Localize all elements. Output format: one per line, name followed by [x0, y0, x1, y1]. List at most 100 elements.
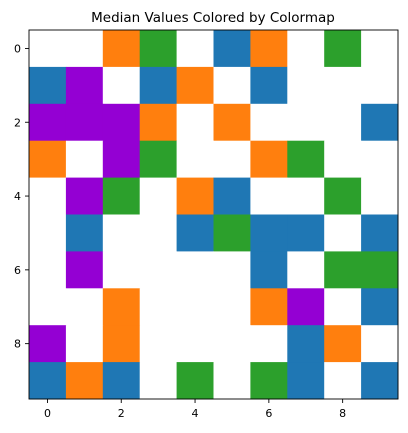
- y-tick-label-0: 0: [14, 42, 21, 55]
- heatmap-cell-r2-c9: [361, 103, 399, 142]
- heatmap-cell-r1-c4: [176, 66, 214, 105]
- heatmap-cell-r8-c5: [213, 325, 251, 363]
- heatmap-cell-r7-c3: [139, 288, 177, 326]
- heatmap-cell-r9-c0: [29, 362, 67, 400]
- heatmap-cell-r0-c1: [65, 30, 104, 68]
- heatmap-cell-r5-c6: [250, 214, 288, 252]
- heatmap-cell-r7-c2: [102, 288, 141, 326]
- heatmap-cell-r2-c3: [139, 103, 177, 142]
- heatmap-cell-r8-c6: [250, 325, 288, 363]
- heatmap-cell-r8-c3: [139, 325, 177, 363]
- heatmap-cell-r9-c1: [65, 362, 104, 400]
- heatmap-cell-r7-c0: [29, 288, 67, 326]
- y-tick-label-4: 4: [14, 190, 21, 203]
- heatmap-cell-r6-c6: [250, 251, 288, 289]
- x-tick-label-2: 2: [118, 407, 125, 420]
- heatmap-cell-r6-c0: [29, 251, 67, 289]
- heatmap-cell-r5-c9: [361, 214, 399, 252]
- heatmap-cell-r4-c1: [65, 177, 104, 215]
- heatmap-cell-r9-c7: [287, 362, 325, 400]
- heatmap-cell-r6-c7: [287, 251, 325, 289]
- heatmap-cell-r4-c4: [176, 177, 214, 215]
- heatmap-cell-r9-c8: [324, 362, 362, 400]
- heatmap-cell-r8-c4: [176, 325, 214, 363]
- heatmap-cell-r6-c3: [139, 251, 177, 289]
- heatmap-cell-r4-c9: [361, 177, 399, 215]
- heatmap-cell-r3-c9: [361, 140, 399, 178]
- heatmap-cell-r3-c4: [176, 140, 214, 178]
- heatmap-cell-r2-c5: [213, 103, 251, 142]
- heatmap-cell-r8-c1: [65, 325, 104, 363]
- heatmap-cell-r4-c7: [287, 177, 325, 215]
- heatmap-cell-r7-c8: [324, 288, 362, 326]
- heatmap-cell-r8-c0: [29, 325, 67, 363]
- heatmap-cell-r4-c6: [250, 177, 288, 215]
- heatmap-cell-r3-c5: [213, 140, 251, 178]
- heatmap-cell-r5-c8: [324, 214, 362, 252]
- heatmap-cell-r3-c7: [287, 140, 325, 178]
- heatmap-cell-r1-c3: [139, 66, 177, 105]
- heatmap-cell-r0-c2: [102, 30, 141, 68]
- heatmap-cell-r2-c2: [102, 103, 141, 142]
- heatmap-cell-r2-c8: [324, 103, 362, 142]
- heatmap-cell-r4-c0: [29, 177, 67, 215]
- heatmap-cells: [29, 30, 399, 400]
- heatmap-cell-r6-c2: [102, 251, 141, 289]
- heatmap-cell-r6-c1: [65, 251, 104, 289]
- y-tick-label-6: 6: [14, 264, 21, 277]
- heatmap-cell-r6-c9: [361, 251, 399, 289]
- heatmap-cell-r5-c3: [139, 214, 177, 252]
- heatmap-cell-r4-c8: [324, 177, 362, 215]
- heatmap-cell-r9-c3: [139, 362, 177, 400]
- heatmap-cell-r9-c9: [361, 362, 399, 400]
- heatmap-cell-r5-c7: [287, 214, 325, 252]
- heatmap-cell-r0-c8: [324, 30, 362, 68]
- heatmap-cell-r3-c8: [324, 140, 362, 178]
- heatmap-cell-r0-c4: [176, 30, 214, 68]
- heatmap-cell-r8-c9: [361, 325, 399, 363]
- heatmap-cell-r6-c8: [324, 251, 362, 289]
- heatmap-cell-r1-c8: [324, 66, 362, 105]
- heatmap-cell-r7-c6: [250, 288, 288, 326]
- heatmap-cell-r1-c6: [250, 66, 288, 105]
- heatmap-cell-r5-c4: [176, 214, 214, 252]
- heatmap-cell-r1-c7: [287, 66, 325, 105]
- x-tick-label-0: 0: [44, 407, 51, 420]
- heatmap-cell-r0-c9: [361, 30, 399, 68]
- heatmap-cell-r2-c1: [65, 103, 104, 142]
- heatmap-cell-r4-c5: [213, 177, 251, 215]
- plot-frame: [28, 29, 399, 400]
- heatmap-cell-r0-c7: [287, 30, 325, 68]
- heatmap-cell-r4-c3: [139, 177, 177, 215]
- heatmap-cell-r9-c5: [213, 362, 251, 400]
- heatmap-cell-r0-c3: [139, 30, 177, 68]
- heatmap-cell-r7-c5: [213, 288, 251, 326]
- heatmap-cell-r7-c9: [361, 288, 399, 326]
- heatmap-cell-r0-c0: [29, 30, 67, 68]
- heatmap-cell-r5-c2: [102, 214, 141, 252]
- heatmap-cell-r1-c1: [65, 66, 104, 105]
- heatmap-cell-r3-c6: [250, 140, 288, 178]
- heatmap-cell-r9-c6: [250, 362, 288, 400]
- heatmap-cell-r7-c1: [65, 288, 104, 326]
- heatmap-cell-r0-c5: [213, 30, 251, 68]
- heatmap-cell-r1-c0: [29, 66, 67, 105]
- heatmap-cell-r6-c5: [213, 251, 251, 289]
- heatmap-cell-r2-c4: [176, 103, 214, 142]
- heatmap-cell-r8-c2: [102, 325, 141, 363]
- heatmap-cell-r5-c5: [213, 214, 251, 252]
- heatmap-cell-r8-c7: [287, 325, 325, 363]
- heatmap-cell-r2-c6: [250, 103, 288, 142]
- heatmap-cell-r7-c7: [287, 288, 325, 326]
- heatmap-cell-r1-c5: [213, 66, 251, 105]
- heatmap-cell-r9-c4: [176, 362, 214, 400]
- axes: 0 2 4 6 8 0 2 4 6 8: [14, 42, 346, 420]
- x-tick-label-4: 4: [192, 407, 199, 420]
- heatmap-cell-r8-c8: [324, 325, 362, 363]
- heatmap-cell-r6-c4: [176, 251, 214, 289]
- heatmap-cell-r2-c0: [29, 103, 67, 142]
- x-tick-label-6: 6: [265, 407, 272, 420]
- heatmap-cell-r5-c1: [65, 214, 104, 252]
- chart-title: Median Values Colored by Colormap: [91, 10, 335, 26]
